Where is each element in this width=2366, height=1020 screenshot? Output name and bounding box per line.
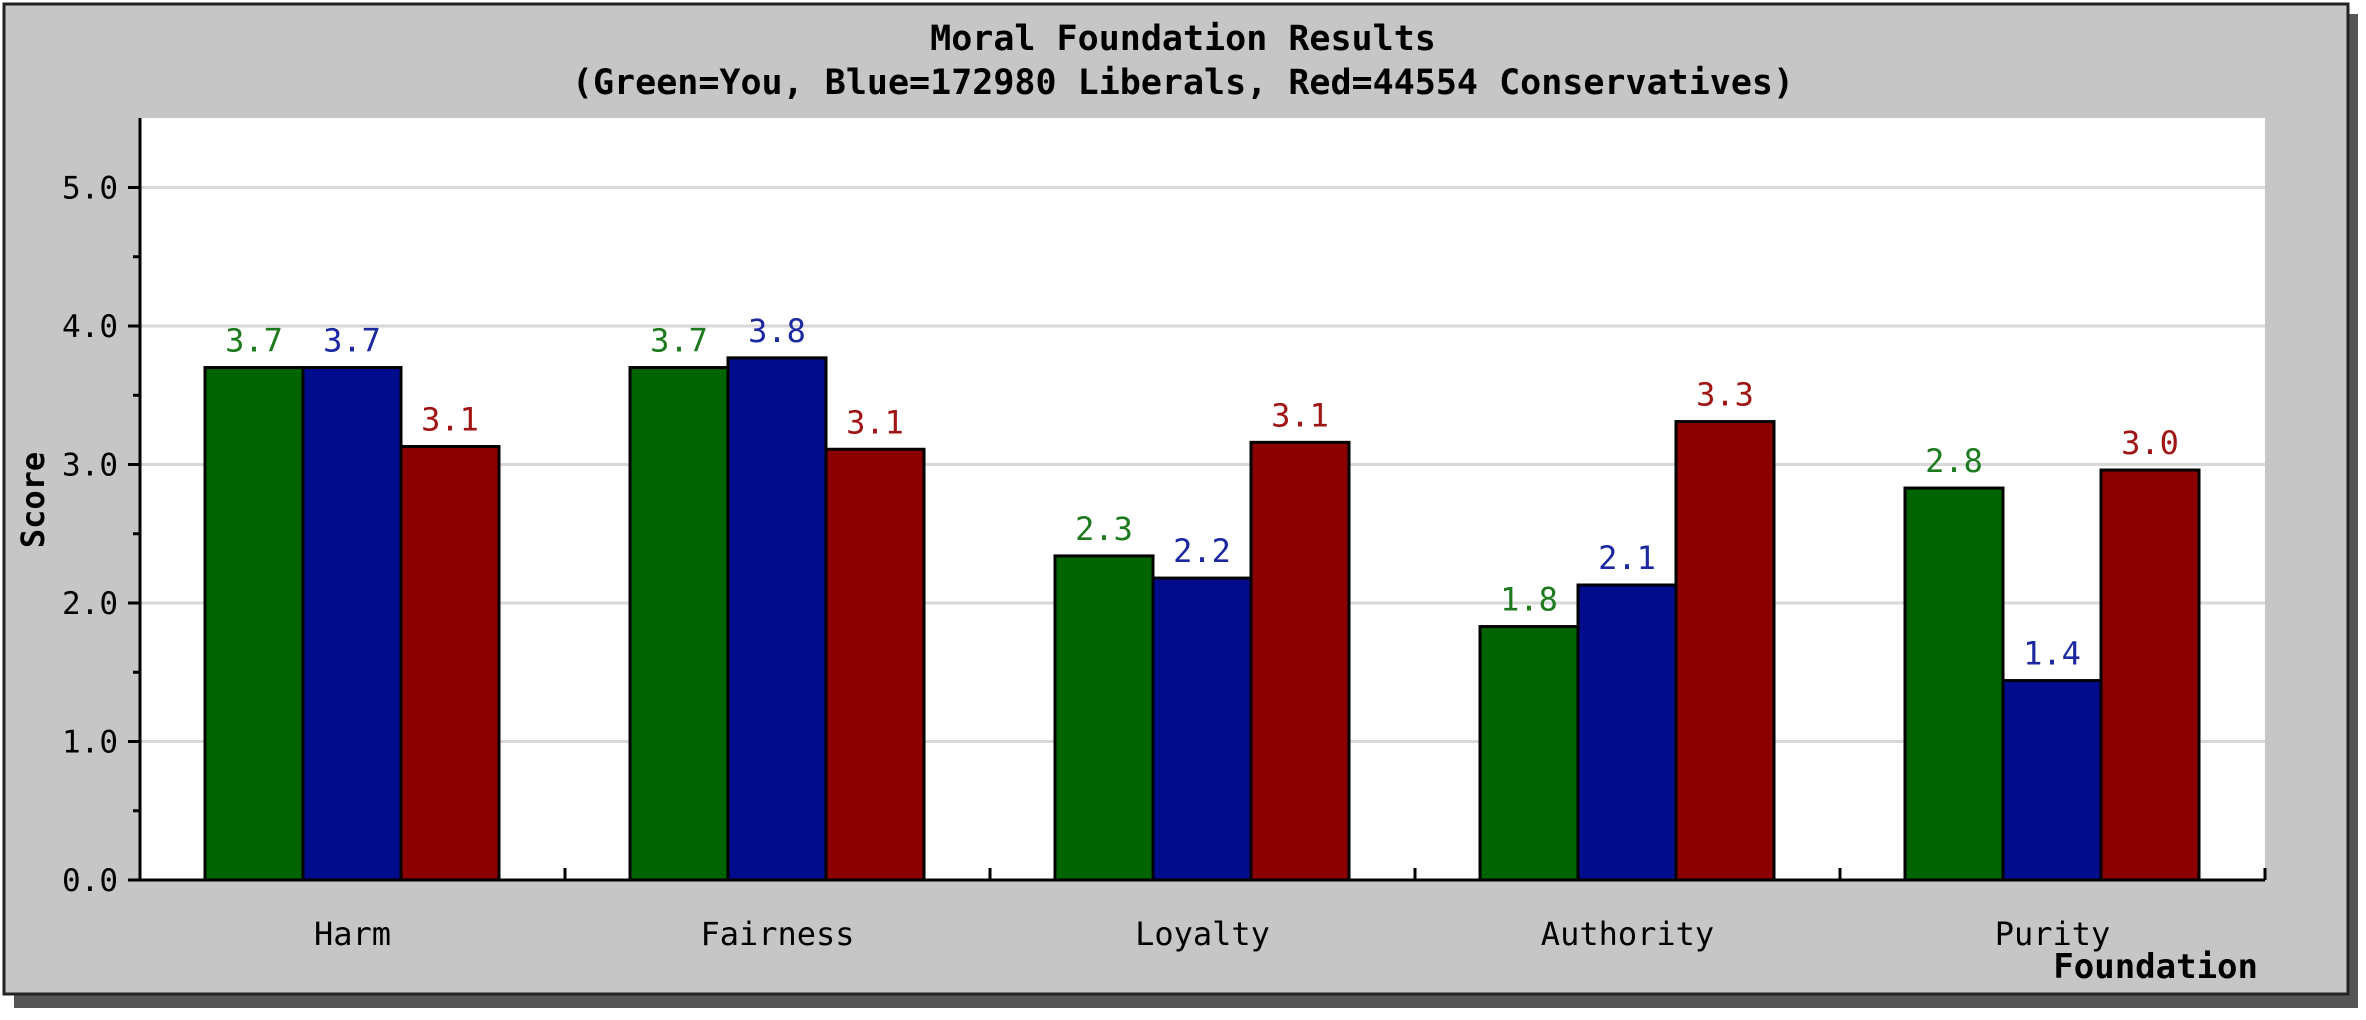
- data-label: 2.2: [1173, 532, 1231, 570]
- y-tick-label: 1.0: [62, 725, 118, 761]
- data-label: 3.3: [1696, 376, 1754, 414]
- x-axis-label: Foundation: [2053, 947, 2258, 987]
- bar: [1249, 440, 1351, 882]
- chart-title: Moral Foundation Results: [930, 19, 1436, 59]
- data-label: 3.7: [650, 322, 708, 360]
- data-label: 3.1: [846, 403, 904, 441]
- y-tick-label: 4.0: [62, 309, 118, 345]
- bar: [1674, 420, 1776, 882]
- data-label: 3.0: [2121, 424, 2179, 462]
- y-tick-label: 0.0: [62, 863, 118, 899]
- y-tick-label: 2.0: [62, 586, 118, 622]
- data-label: 1.8: [1500, 581, 1558, 619]
- bar: [1903, 486, 2005, 882]
- data-label: 2.1: [1598, 539, 1656, 577]
- bar: [1151, 576, 1253, 882]
- data-label: 3.8: [748, 312, 806, 350]
- data-label: 3.7: [323, 322, 381, 360]
- bars: [203, 356, 2201, 882]
- x-tick-label: Fairness: [700, 915, 854, 953]
- y-tick-label: 3.0: [62, 448, 118, 484]
- data-label: 3.1: [1271, 396, 1329, 434]
- data-label: 3.7: [225, 322, 283, 360]
- bar: [2001, 679, 2103, 882]
- bar: [1053, 554, 1155, 882]
- data-label: 2.8: [1925, 442, 1983, 480]
- bar: [301, 366, 403, 882]
- data-label: 3.1: [421, 400, 479, 438]
- x-tick-label: Loyalty: [1135, 915, 1270, 953]
- bar: [726, 356, 828, 882]
- x-tick-label: Authority: [1541, 915, 1714, 953]
- data-label: 2.3: [1075, 510, 1133, 548]
- chart-subtitle: (Green=You, Blue=172980 Liberals, Red=44…: [572, 63, 1794, 103]
- bar: [203, 366, 305, 882]
- bar: [2099, 468, 2201, 882]
- x-tick-label: Purity: [1995, 915, 2111, 953]
- bar: [824, 447, 926, 882]
- labels: 0.0 1.0 2.0 3.0 4.0 5.0 3.7 3.7 3.1 Harm 3.7 3.8 3.1…: [62, 171, 2179, 954]
- y-tick-label: 5.0: [62, 171, 118, 207]
- bar: [1576, 583, 1678, 882]
- data-label: 1.4: [2023, 635, 2081, 673]
- bar: [628, 366, 730, 882]
- bar: [1478, 625, 1580, 882]
- x-tick-label: Harm: [314, 915, 391, 953]
- bar: [399, 444, 501, 882]
- y-axis-label: Score: [14, 452, 52, 548]
- axes: [128, 118, 2267, 882]
